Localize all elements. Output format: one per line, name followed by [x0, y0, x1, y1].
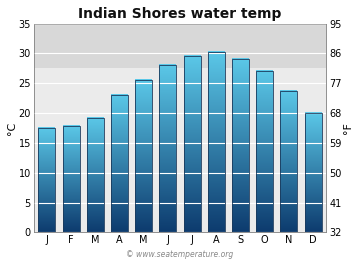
Bar — [87, 118, 104, 232]
Bar — [256, 71, 273, 232]
Y-axis label: °C: °C — [7, 121, 17, 135]
Bar — [39, 128, 55, 232]
Bar — [208, 51, 225, 232]
Bar — [305, 113, 321, 232]
Bar — [33, 23, 327, 68]
Bar — [159, 65, 176, 232]
Y-axis label: °F: °F — [343, 122, 353, 134]
Title: Indian Shores water temp: Indian Shores water temp — [78, 7, 282, 21]
Bar — [280, 91, 297, 232]
Bar — [111, 95, 128, 232]
Bar — [63, 126, 80, 232]
Bar — [135, 80, 152, 232]
Bar — [184, 56, 201, 232]
Bar — [232, 59, 249, 232]
Text: © www.seatemperature.org: © www.seatemperature.org — [126, 250, 234, 259]
